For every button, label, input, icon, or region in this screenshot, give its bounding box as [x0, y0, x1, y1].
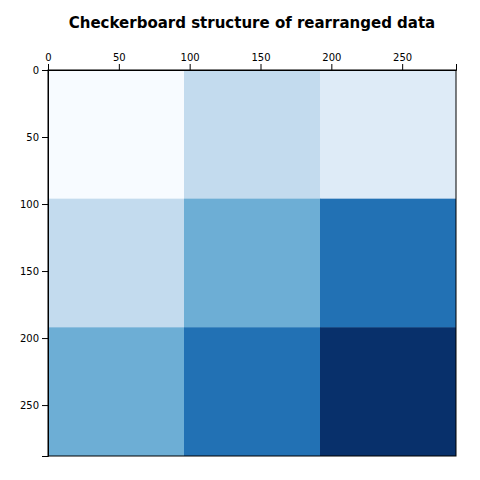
cells [48, 70, 456, 456]
x-tick-mark [190, 64, 191, 70]
y-tick: 100 [20, 199, 48, 210]
heatmap-cell [320, 327, 456, 456]
x-axis: 0 50 100 150 200 250 [45, 52, 456, 71]
chart-container: 0 50 100 150 200 250 0 50 100 150 200 250 Checkerboa… [0, 0, 480, 480]
y-tick: 50 [26, 132, 48, 143]
y-axis: 0 50 100 150 200 250 [20, 65, 49, 457]
chart-svg: 0 50 100 150 200 250 0 50 100 150 200 250 Checkerboa… [0, 0, 480, 480]
y-tick-mark [42, 204, 48, 205]
x-tick-mark [48, 64, 49, 70]
x-tick-mark [331, 64, 332, 70]
x-tick: 0 [45, 52, 51, 70]
y-tick-label: 150 [20, 266, 39, 277]
y-tick-label: 200 [20, 333, 39, 344]
y-tick-mark [42, 70, 48, 71]
x-tick-mark [119, 64, 120, 70]
y-tick-label: 250 [20, 400, 39, 411]
heatmap-cell [184, 199, 321, 328]
y-tick-mark [42, 338, 48, 339]
y-tick-mark [42, 405, 48, 406]
heatmap-cell [48, 327, 185, 456]
heatmap-cell [184, 327, 321, 456]
x-tick: 50 [113, 52, 126, 70]
x-tick: 250 [393, 52, 412, 70]
heatmap-cell [184, 70, 321, 199]
chart-title: Checkerboard structure of rearranged dat… [69, 14, 436, 32]
x-tick-label: 100 [181, 52, 200, 63]
x-tick: 200 [322, 52, 341, 70]
x-tick-mark [402, 64, 403, 70]
y-tick-mark [42, 271, 48, 272]
x-axis-line [49, 64, 457, 71]
y-tick: 200 [20, 333, 48, 344]
x-tick: 150 [251, 52, 270, 70]
x-tick-label: 0 [45, 52, 51, 63]
y-tick-mark [42, 137, 48, 138]
x-tick-label: 250 [393, 52, 412, 63]
heatmap-cell [48, 70, 185, 199]
plot-area: 0 50 100 150 200 250 0 50 100 150 200 250 [20, 52, 457, 457]
x-tick-label: 150 [251, 52, 270, 63]
y-tick: 150 [20, 266, 48, 277]
x-tick-label: 50 [113, 52, 126, 63]
plot-frame [48, 70, 456, 456]
y-tick-label: 0 [33, 65, 39, 76]
y-tick: 0 [33, 65, 48, 76]
x-tick-label: 200 [322, 52, 341, 63]
y-tick: 250 [20, 400, 48, 411]
x-tick: 100 [181, 52, 200, 70]
heatmap-cell [48, 199, 185, 328]
y-tick-label: 50 [26, 132, 39, 143]
heatmap-cell [320, 70, 456, 199]
heatmap-cell [320, 199, 456, 328]
y-axis-line [42, 71, 49, 457]
x-tick-mark [261, 64, 262, 70]
y-tick-label: 100 [20, 199, 39, 210]
